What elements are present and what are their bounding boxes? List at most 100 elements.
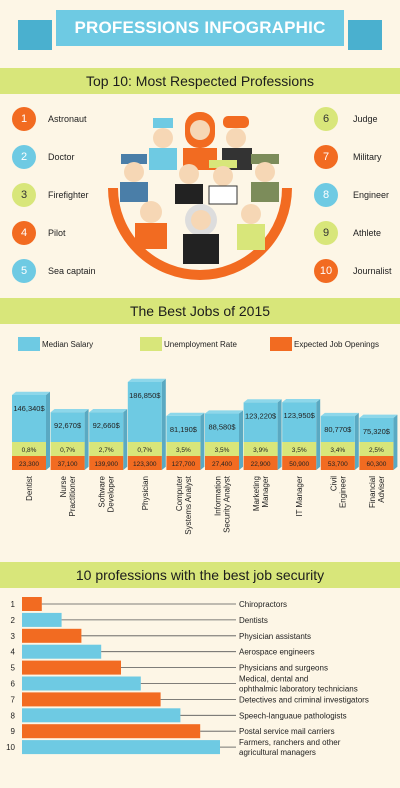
profession-category-label: Dentists [239, 616, 268, 625]
salary-data-label: 123,220$ [245, 411, 277, 420]
bar-expected-job-openings [50, 456, 85, 470]
bar-unemployment-rate [89, 442, 124, 456]
bar-median-salary [359, 417, 394, 442]
bar-top-face [205, 410, 243, 414]
rank-badge-4: 4 [12, 221, 36, 245]
profession-category-label: Chiropractors [239, 600, 287, 609]
bar-side-face [239, 410, 243, 470]
ribbon-right-tail [348, 20, 382, 50]
bar-side-face [393, 414, 398, 470]
rank-tick-label: 10 [6, 743, 15, 752]
salary-data-label: 92,670$ [54, 421, 82, 430]
category-tick-label: Physician [141, 476, 150, 510]
bar-median-salary [282, 402, 317, 442]
security-bar [22, 692, 161, 707]
bar-median-salary [89, 412, 124, 442]
profession-category-label: Speech-languaue pathologists [239, 711, 347, 720]
job-openings-data-label: 23,300 [19, 461, 39, 468]
section-title-respected: Top 10: Most Respected Professions [85, 73, 314, 89]
category-tick-line: Security Analyst [223, 475, 232, 533]
unemployment-data-label: 0,7% [137, 447, 152, 454]
unemployment-data-label: 0,8% [22, 447, 37, 454]
unemployment-data-label: 3,4% [330, 447, 345, 454]
rank-tick-label: 8 [11, 711, 16, 720]
category-tick-line: Marketing [252, 476, 261, 511]
legend-swatch [18, 337, 40, 351]
legend-swatch [140, 337, 162, 351]
bar-median-salary [205, 413, 239, 442]
chart-title-job-security: 10 professions with the best job securit… [75, 567, 325, 583]
bar-unemployment-rate [320, 442, 355, 456]
bar-median-salary [50, 412, 85, 442]
rank-tick-label: 3 [11, 632, 16, 641]
profession-label: Doctor [48, 152, 75, 162]
bar-top-face [166, 412, 205, 416]
job-security-chart: 1 Chiropractors 2 Dentists 3 Physician assist… [6, 597, 369, 757]
bar-unemployment-rate [243, 442, 278, 456]
bar-expected-job-openings [359, 456, 394, 470]
judge-wig-figure [183, 204, 219, 264]
job-openings-data-label: 50,900 [289, 461, 309, 468]
job-openings-data-label: 22,900 [251, 461, 271, 468]
salary-data-label: 81,190$ [170, 425, 198, 434]
rank-badge-7: 7 [314, 145, 338, 169]
bar-unemployment-rate [282, 442, 317, 456]
section-band-respected: Top 10: Most Respected Professions [0, 68, 400, 94]
best-jobs-chart: 146,340$ 0,8% 23,300 Dentist 92,670$ 0,7% 37,1… [12, 378, 398, 535]
page-title: PROFESSIONS INFOGRAPHIC [74, 18, 326, 37]
bar-unemployment-rate [359, 442, 394, 456]
judge-figure [175, 164, 203, 204]
category-tick-line: Information [214, 476, 223, 516]
category-tick-line: Software [98, 475, 107, 507]
bar-expected-job-openings [12, 456, 46, 470]
pilot-figure [120, 154, 148, 202]
bar-expected-job-openings [282, 456, 317, 470]
bar-median-salary [166, 415, 201, 442]
category-tick-label: Civil Engineer [329, 476, 347, 508]
rank-badge-5: 5 [12, 259, 36, 283]
security-bar [22, 708, 181, 723]
profession-label: Athlete [353, 228, 382, 238]
profession-category-label: Postal service mail carriers [239, 727, 335, 736]
legend-swatch [270, 337, 292, 351]
rank-tick-label: 9 [11, 727, 16, 736]
profession-label: Firefighter [48, 190, 89, 200]
unemployment-data-label: 3,5% [215, 447, 230, 454]
job-openings-data-label: 127,700 [172, 461, 196, 468]
category-tick-line: Financial [368, 476, 377, 508]
rank-tick-label: 6 [11, 680, 16, 689]
bar-expected-job-openings [166, 456, 201, 470]
profession-label: Engineer [353, 190, 390, 200]
section-band-job-security: 10 professions with the best job securit… [0, 562, 400, 588]
category-tick-line: Systems Analyst [184, 475, 193, 534]
unemployment-data-label: 0,7% [60, 447, 75, 454]
category-tick-line: Computer [175, 476, 184, 511]
salary-data-label: 80,770$ [324, 425, 352, 434]
rank-badge-1: 1 [12, 107, 36, 131]
legend-label: Unemployment Rate [164, 340, 237, 349]
unemployment-data-label: 3,5% [176, 447, 191, 454]
bar-side-face [46, 391, 50, 470]
unemployment-data-label: 3,5% [292, 447, 307, 454]
security-bar [22, 724, 201, 739]
category-tick-label: Nurse Practitioner [59, 475, 77, 516]
job-openings-data-label: 53,700 [328, 461, 348, 468]
profession-label: Journalist [353, 266, 392, 276]
job-openings-data-label: 123,300 [133, 461, 157, 468]
job-openings-data-label: 37,100 [58, 461, 78, 468]
bar-top-face [359, 414, 398, 418]
rank-badge-8: 8 [314, 183, 338, 207]
category-tick-label: Dentist [25, 475, 34, 501]
chart-title-best-jobs: The Best Jobs of 2015 [129, 303, 271, 319]
bar-expected-job-openings [89, 456, 124, 470]
category-tick-line: Engineer [338, 476, 347, 508]
job-openings-data-label: 139,900 [94, 461, 118, 468]
bar-median-salary [243, 402, 278, 442]
security-bar [22, 612, 62, 627]
bar-median-salary [320, 416, 355, 442]
bar-expected-job-openings [320, 456, 355, 470]
bar-side-face [161, 378, 166, 470]
bar-side-face [123, 409, 128, 470]
profession-label: Sea captain [48, 266, 96, 276]
doctor-figure [149, 118, 177, 170]
